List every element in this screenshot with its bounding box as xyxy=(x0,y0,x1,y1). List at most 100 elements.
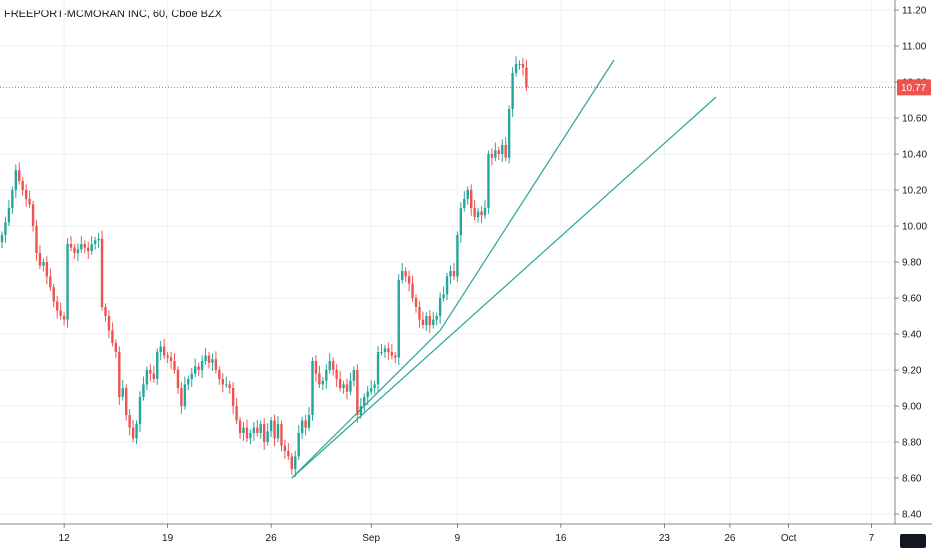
candle-body xyxy=(142,384,145,397)
candle-body xyxy=(138,397,142,424)
candle-body xyxy=(380,352,383,353)
candle-body xyxy=(518,64,521,65)
candle-body xyxy=(252,427,256,433)
candle-body xyxy=(521,64,525,68)
candle-body xyxy=(463,199,466,208)
candle-body xyxy=(149,370,152,374)
candle-body xyxy=(83,244,86,248)
candle-body xyxy=(128,415,131,428)
candle-body xyxy=(31,204,35,226)
candle-body xyxy=(107,316,111,331)
candle-body xyxy=(487,154,490,208)
candle-body xyxy=(418,307,421,320)
candle-body xyxy=(497,150,500,154)
x-tick-label: 26 xyxy=(724,533,736,544)
candle-body xyxy=(24,190,28,199)
candle-body xyxy=(242,427,245,433)
candle-body xyxy=(228,384,231,388)
candle-body xyxy=(56,301,59,311)
trendlines xyxy=(291,59,717,479)
y-tick-label: 10.40 xyxy=(902,150,927,161)
candle-body xyxy=(373,384,376,388)
candle-body xyxy=(376,352,380,385)
candle-body xyxy=(207,355,211,363)
x-tick-label: Sep xyxy=(362,533,380,544)
candle-body xyxy=(490,154,494,158)
candle-body xyxy=(35,226,38,253)
candle-body xyxy=(438,298,442,316)
candle-body xyxy=(200,361,204,370)
candle-body xyxy=(156,352,159,379)
candle-body xyxy=(294,456,297,469)
candle-body xyxy=(135,424,138,439)
last-price-badge: 10.77 xyxy=(897,79,931,96)
candle-body xyxy=(342,384,345,388)
candle-body xyxy=(114,343,118,352)
candle-body xyxy=(100,238,104,307)
candle-body xyxy=(411,283,414,298)
candle-body xyxy=(162,346,166,356)
candle-body xyxy=(432,319,435,325)
trendline-long xyxy=(291,96,717,479)
candle-body xyxy=(501,145,504,154)
candle-body xyxy=(435,316,438,320)
y-tick-label: 8.80 xyxy=(902,438,922,449)
candle-body xyxy=(42,262,45,266)
candle-body xyxy=(235,406,238,421)
candle-body xyxy=(311,361,314,415)
candle-body xyxy=(125,388,128,415)
x-tick-label: 9 xyxy=(455,533,461,544)
time-axis[interactable]: 12 19 26 Sep 9 16 23 26 Oct 7 xyxy=(59,524,875,544)
candle-body xyxy=(97,238,100,241)
candle-body xyxy=(131,427,135,439)
candle-body xyxy=(176,370,180,388)
candle-body xyxy=(145,370,149,385)
candle-body xyxy=(183,384,187,406)
candle-body xyxy=(445,276,449,295)
candle-body xyxy=(152,373,155,379)
y-tick-label: 10.00 xyxy=(902,222,927,233)
candle-body xyxy=(401,271,404,280)
candle-body xyxy=(335,370,338,379)
candle-body xyxy=(111,330,114,343)
candle-body xyxy=(318,373,321,385)
candle-body xyxy=(197,366,200,370)
price-axis[interactable]: 8.40 8.60 8.80 9.00 9.20 9.40 9.60 9.80 10.00 10.… xyxy=(895,6,927,521)
candle-body xyxy=(11,190,14,208)
candle-body xyxy=(204,355,207,361)
candle-body xyxy=(476,211,480,217)
candle-body xyxy=(38,253,42,266)
candle-body xyxy=(321,380,325,385)
y-tick-label: 8.60 xyxy=(902,474,922,485)
candle-body xyxy=(194,366,197,374)
x-tick-label: 26 xyxy=(266,533,278,544)
candle-body xyxy=(121,388,124,397)
candle-body xyxy=(480,211,483,216)
candle-body xyxy=(363,397,366,406)
candle-body xyxy=(7,208,11,223)
candle-body xyxy=(390,352,394,356)
candle-body xyxy=(483,208,487,216)
y-tick-label: 9.20 xyxy=(902,366,922,377)
candle-body xyxy=(28,199,31,205)
y-tick-label: 10.20 xyxy=(902,186,927,197)
candle-body xyxy=(14,170,17,190)
candle-body xyxy=(269,420,273,432)
candle-body xyxy=(328,361,331,370)
candle-body xyxy=(187,379,190,385)
candle-body xyxy=(169,357,173,361)
candle-body xyxy=(452,271,456,277)
y-tick-label: 11.20 xyxy=(902,6,927,17)
candle-body xyxy=(52,287,55,302)
candles xyxy=(0,56,528,477)
candle-body xyxy=(273,420,276,439)
candle-body xyxy=(511,73,514,109)
candle-body xyxy=(0,235,4,243)
candle-body xyxy=(456,235,459,277)
candle-body xyxy=(421,319,425,325)
y-tick-label: 10.60 xyxy=(902,114,927,125)
candle-body xyxy=(283,445,287,451)
candle-body xyxy=(159,346,162,352)
candle-body xyxy=(118,352,121,397)
